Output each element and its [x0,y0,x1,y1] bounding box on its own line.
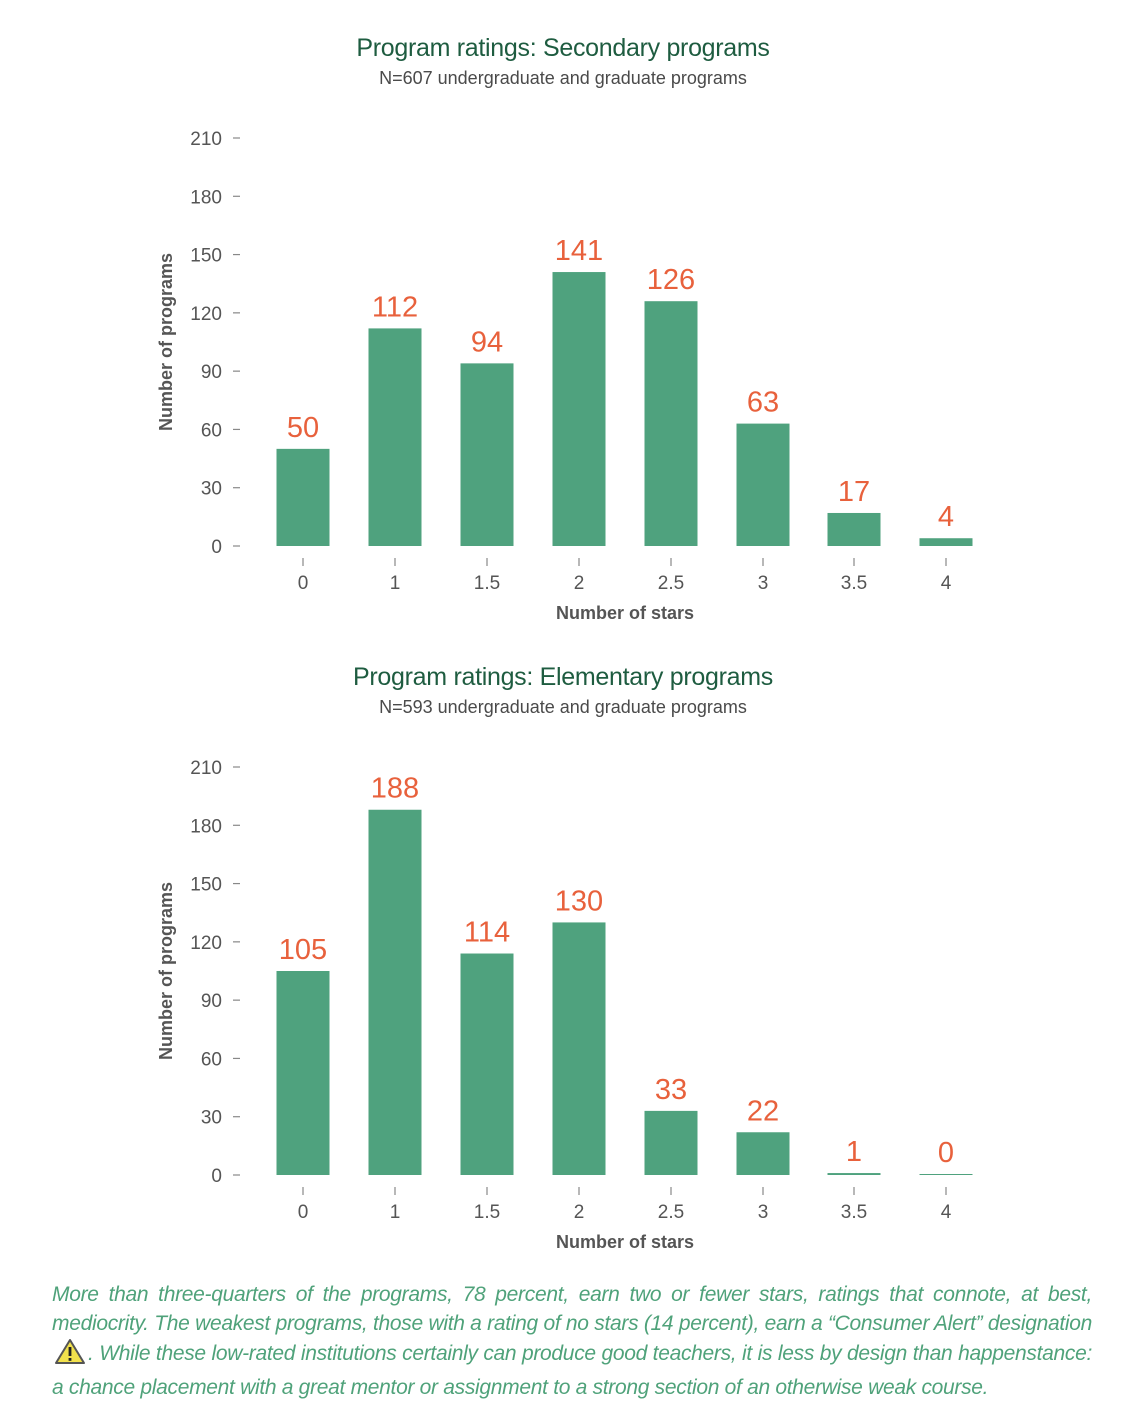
secondary-programs-bar-chart: 0 30 60 90 120 150 180 210 Number of programs 50 0… [156,129,973,623]
y-tick-label: 210 [190,758,222,779]
y-tick-label: 30 [201,479,222,500]
chart-1-title: Program ratings: Secondary programs [356,34,770,62]
bar-value-label: 126 [647,264,695,296]
footnote: More than three-quarters of the programs… [52,1280,1092,1402]
bar-value-label: 141 [555,235,603,267]
y-tick-label: 120 [190,304,222,325]
chart-2-subtitle: N=593 undergraduate and graduate program… [379,697,747,717]
bar-2 [552,272,606,546]
y-tick-label: 0 [211,537,222,558]
bar-0 [276,448,330,546]
y-tick-label: 150 [190,875,222,896]
bar-value-label: 114 [464,917,510,949]
bar-value-label: 63 [747,387,779,419]
y-tick-label: 30 [201,1108,222,1129]
x-tick-label: 0 [298,1202,309,1223]
x-axis-label: Number of stars [556,1232,694,1252]
bar-1 [368,328,422,546]
bar-value-label: 17 [838,476,870,508]
bar-3.5 [827,512,881,546]
y-tick-label: 180 [190,187,222,208]
x-tick-label: 1 [390,573,401,594]
bar-2.5 [644,301,698,546]
x-tick-label: 2.5 [658,1202,684,1223]
footnote-text-part-1: More than three-quarters of the programs… [52,1283,1092,1335]
x-tick-label: 4 [941,1202,952,1223]
y-tick-label: 90 [201,362,222,383]
x-tick-label: 1.5 [474,573,500,594]
x-tick-label: 4 [941,573,952,594]
y-tick-label: 210 [190,129,222,150]
bar-3 [736,423,790,546]
y-tick-label: 60 [201,420,222,441]
y-axis-label: Number of programs [156,253,176,431]
chart-2-title: Program ratings: Elementary programs [353,663,773,691]
bar-4 [919,1174,973,1175]
bar-value-label: 105 [279,934,327,966]
bar-value-label: 1 [846,1136,862,1168]
bar-value-label: 130 [555,885,603,917]
bar-1 [368,809,422,1175]
bar-1.5 [460,953,514,1175]
y-tick-label: 180 [190,816,222,837]
bar-value-label: 94 [471,326,503,358]
x-tick-label: 2.5 [658,573,684,594]
bar-value-label: 112 [372,291,418,323]
x-tick-label: 2 [574,1202,585,1223]
x-tick-label: 3 [758,573,769,594]
y-tick-label: 90 [201,991,222,1012]
x-axis-label: Number of stars [556,603,694,623]
x-tick-label: 3 [758,1202,769,1223]
y-tick-label: 0 [211,1166,222,1187]
bar-value-label: 188 [371,773,419,805]
bar-3 [736,1132,790,1175]
bar-value-label: 33 [655,1074,687,1106]
bar-value-label: 22 [747,1095,779,1127]
chart-1-subtitle: N=607 undergraduate and graduate program… [379,68,747,88]
y-tick-label: 60 [201,1049,222,1070]
x-tick-label: 3.5 [841,1202,867,1223]
bar-value-label: 4 [938,501,954,533]
x-tick-label: 1.5 [474,1202,500,1223]
y-axis-label: Number of programs [156,882,176,1060]
x-tick-label: 1 [390,1202,401,1223]
x-tick-label: 3.5 [841,573,867,594]
bar-value-label: 50 [287,412,319,444]
bar-2 [552,922,606,1175]
footnote-text-part-2: . While these low-rated institutions cer… [52,1342,1092,1399]
warning-triangle-icon [54,1338,86,1373]
bar-value-label: 0 [938,1137,954,1169]
bar-4 [919,538,973,546]
bar-0 [276,971,330,1175]
y-tick-label: 150 [190,246,222,267]
bar-3.5 [827,1173,881,1175]
y-tick-label: 120 [190,933,222,954]
x-tick-label: 2 [574,573,585,594]
x-tick-label: 0 [298,573,309,594]
bar-1.5 [460,363,514,546]
bar-2.5 [644,1110,698,1175]
